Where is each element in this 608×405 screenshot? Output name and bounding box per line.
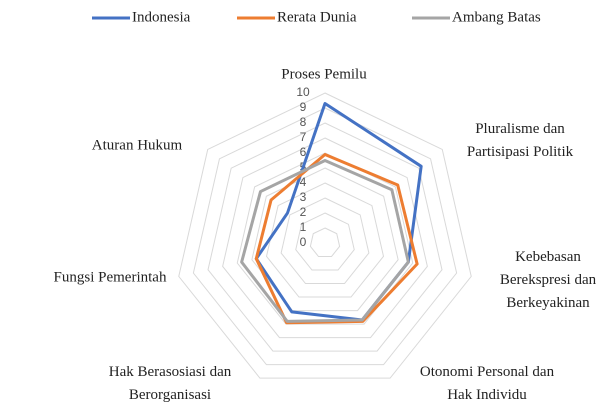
legend-label: Ambang Batas [452, 9, 541, 25]
r-tick-label: 1 [300, 220, 307, 234]
legend-label: Rerata Dunia [277, 9, 357, 25]
category-label: Pluralisme dan Partisipasi Politik [467, 121, 574, 160]
legend-label: Indonesia [132, 9, 191, 25]
grid-ring [295, 212, 355, 271]
grid-ring [236, 152, 414, 325]
grid-ring [207, 122, 443, 352]
grid-ring [178, 92, 472, 379]
series-line [254, 102, 423, 322]
grid-ring [251, 167, 399, 312]
grid-ring [265, 182, 385, 298]
category-label: Kebebasan Berekspresi dan Berkeyakinan [500, 249, 597, 311]
r-tick-label: 0 [300, 235, 307, 249]
category-label: Hak Berasosiasi dan Berorganisasi [109, 364, 232, 403]
r-tick-label: 6 [300, 145, 307, 159]
grid-ring [309, 227, 341, 258]
grid-ring [192, 107, 458, 366]
category-label: Aturan Hukum [92, 137, 183, 153]
r-tick-label: 8 [300, 115, 307, 129]
series-line [240, 159, 410, 323]
r-tick-label: 9 [300, 100, 307, 114]
grid-ring [280, 197, 370, 285]
category-label: Otonomi Personal dan Hak Individu [420, 364, 555, 403]
r-tick-label: 4 [300, 175, 307, 189]
category-label: Fungsi Pemerintah [54, 269, 167, 285]
r-tick-label: 3 [300, 190, 307, 204]
category-label: Proses Pemilu [281, 66, 367, 82]
r-tick-label: 7 [300, 130, 307, 144]
r-tick-label: 10 [296, 85, 310, 99]
r-tick-label: 2 [300, 205, 307, 219]
grid-ring [222, 137, 428, 339]
